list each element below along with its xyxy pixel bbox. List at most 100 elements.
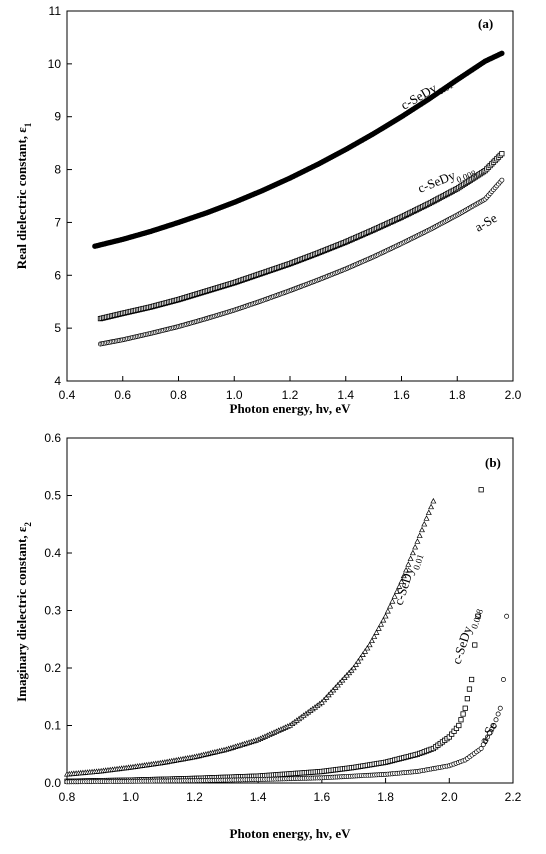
data-point <box>357 654 364 661</box>
x-tick-label: 1.6 <box>314 790 331 804</box>
data-point <box>378 621 385 627</box>
panel-a-real-dielectric-plot: 0.4 0.6 0.8 1.0 1.2 1.4 1.6 1.8 2.0 4 5 6 7 8 9 10 11 (… <box>14 4 522 416</box>
data-point <box>482 738 488 744</box>
x-tick-label: 1.0 <box>226 388 243 402</box>
x-tick-label: 1.4 <box>250 790 267 804</box>
data-point <box>462 705 468 711</box>
y-tick-label: 10 <box>48 57 62 71</box>
data-point <box>497 705 503 711</box>
data-point <box>499 177 505 183</box>
data-point <box>480 742 486 748</box>
data-point <box>489 726 495 732</box>
x-axis-title: Photon energy, hν, eV <box>230 401 352 416</box>
data-point <box>478 487 484 493</box>
data-point <box>405 561 412 567</box>
data-point <box>368 637 375 644</box>
data-point <box>407 555 414 561</box>
y-axis-title: Imaginary dielectric constant, ε2 <box>14 522 33 702</box>
y-axis-ticks: 4 5 6 7 8 9 10 11 <box>48 4 72 388</box>
y-tick-label: 4 <box>54 374 61 388</box>
data-point <box>362 648 369 654</box>
data-point <box>504 613 510 619</box>
panel-tag: (b) <box>485 455 501 470</box>
y-tick-label: 6 <box>54 268 61 282</box>
x-tick-label: 2.0 <box>441 790 458 804</box>
x-axis-ticks: 0.4 0.6 0.8 1.0 1.2 1.4 1.6 1.8 2.0 <box>59 376 522 402</box>
y-axis-ticks: 0.0 0.1 0.2 0.3 0.4 0.5 0.6 <box>44 431 72 790</box>
series-a-se <box>64 613 510 785</box>
data-point <box>487 730 493 736</box>
series-c-sedy-0.008 <box>97 151 505 322</box>
data-point <box>389 598 396 604</box>
panel-b-imaginary-dielectric-plot: 0.8 1.0 1.2 1.4 1.6 1.8 2.0 2.2 0.0 0.1 0.2 0.3 0.4… <box>14 431 522 841</box>
data-point <box>416 532 423 538</box>
data-point <box>478 746 484 751</box>
data-point <box>393 588 400 594</box>
curve-label-c-sedy-0.008: c-SeDy0.008 <box>449 604 486 667</box>
data-point <box>466 686 473 692</box>
data-point <box>458 717 464 723</box>
curve-label-a-se: a-Se <box>472 210 500 235</box>
curve-label-c-sedy-0.01: c-SeDy0.01 <box>398 72 455 116</box>
series-a-se <box>97 177 505 347</box>
data-point <box>472 642 478 648</box>
data-point <box>403 566 410 573</box>
data-point <box>353 661 359 667</box>
plot-frame <box>66 437 514 784</box>
data-point <box>373 629 380 635</box>
x-tick-label: 0.6 <box>114 388 131 402</box>
y-tick-label: 0.1 <box>44 719 61 733</box>
y-axis-title: Real dielectric constant, ε1 <box>14 122 33 269</box>
x-tick-label: 1.8 <box>449 388 466 402</box>
x-tick-label: 2.0 <box>505 388 522 402</box>
data-point <box>382 612 389 619</box>
data-point <box>412 543 419 550</box>
x-tick-label: 1.4 <box>337 388 354 402</box>
data-point <box>396 583 403 589</box>
y-tick-label: 0.6 <box>44 431 61 445</box>
data-point <box>375 625 382 631</box>
x-axis-ticks: 0.8 1.0 1.2 1.4 1.6 1.8 2.0 2.2 <box>59 778 522 804</box>
y-tick-label: 0.0 <box>44 776 61 790</box>
data-point <box>500 677 506 682</box>
x-tick-label: 1.8 <box>377 790 394 804</box>
data-points <box>64 487 510 785</box>
y-tick-label: 9 <box>54 110 61 124</box>
data-point <box>398 578 405 584</box>
x-tick-label: 0.8 <box>59 790 76 804</box>
data-point <box>384 607 391 614</box>
y-tick-label: 0.5 <box>44 489 61 503</box>
y-tick-label: 8 <box>54 163 61 177</box>
panel-tag: (a) <box>478 16 493 31</box>
data-point <box>428 503 435 510</box>
data-point <box>400 572 407 579</box>
x-axis-title: Photon energy, hν, eV <box>230 826 352 841</box>
data-point <box>364 644 371 651</box>
data-point <box>414 538 421 544</box>
x-tick-label: 1.6 <box>393 388 410 402</box>
data-point <box>460 711 466 717</box>
data-point <box>380 617 387 623</box>
series-c-sedy-0.01 <box>92 50 505 249</box>
y-tick-label: 0.4 <box>44 546 61 560</box>
data-point <box>391 593 398 599</box>
data-point <box>425 509 432 515</box>
data-point <box>366 641 373 648</box>
data-point <box>499 50 505 56</box>
data-point <box>371 633 378 639</box>
data-points <box>92 50 505 347</box>
x-tick-label: 1.2 <box>186 790 203 804</box>
data-point <box>423 515 430 521</box>
x-tick-label: 2.2 <box>505 790 522 804</box>
data-point <box>464 696 470 702</box>
data-point <box>409 549 416 556</box>
data-point <box>359 651 366 658</box>
data-point <box>387 603 394 609</box>
data-point <box>495 711 501 717</box>
x-tick-label: 1.0 <box>122 790 139 804</box>
data-point <box>468 676 475 683</box>
data-point <box>491 723 497 728</box>
curve-label-c-sedy-0.01: c-SeDy0.01 <box>391 550 426 608</box>
y-tick-label: 5 <box>54 321 61 335</box>
